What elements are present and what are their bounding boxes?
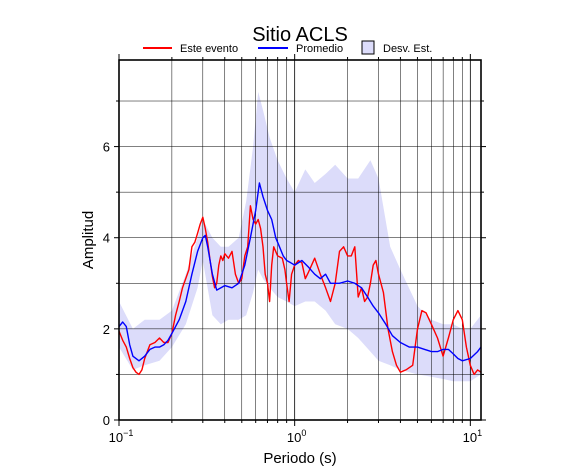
legend-swatch-desv-est xyxy=(361,40,375,55)
x-axis-label: Periodo (s) xyxy=(263,450,336,467)
x-tick-label: 10−1 xyxy=(109,428,134,445)
legend-label-desv-est: Desv. Est. xyxy=(383,43,432,55)
y-tick-label: 6 xyxy=(103,140,110,155)
x-tick-label: 101 xyxy=(463,428,482,445)
y-tick-label: 0 xyxy=(103,413,110,428)
series-line-promedio xyxy=(118,182,482,362)
chart-title: Sitio ACLS xyxy=(252,24,348,46)
y-tick-label: 4 xyxy=(103,231,110,246)
legend-label-promedio: Promedio xyxy=(296,43,343,55)
y-axis-label: Amplitud xyxy=(80,211,97,269)
x-tick-label: 100 xyxy=(287,428,306,445)
x-ticks: 10−1 100 101 xyxy=(109,54,482,445)
y-tick-label: 2 xyxy=(103,322,110,337)
plot-frame xyxy=(118,59,482,421)
std-dev-band xyxy=(119,91,481,382)
legend: Este evento Promedio Desv. Est. xyxy=(143,40,432,55)
y-ticks: 0 2 4 6 xyxy=(103,100,486,428)
legend-label-este-evento: Este evento xyxy=(180,43,238,55)
series-line-este-evento xyxy=(118,205,482,376)
